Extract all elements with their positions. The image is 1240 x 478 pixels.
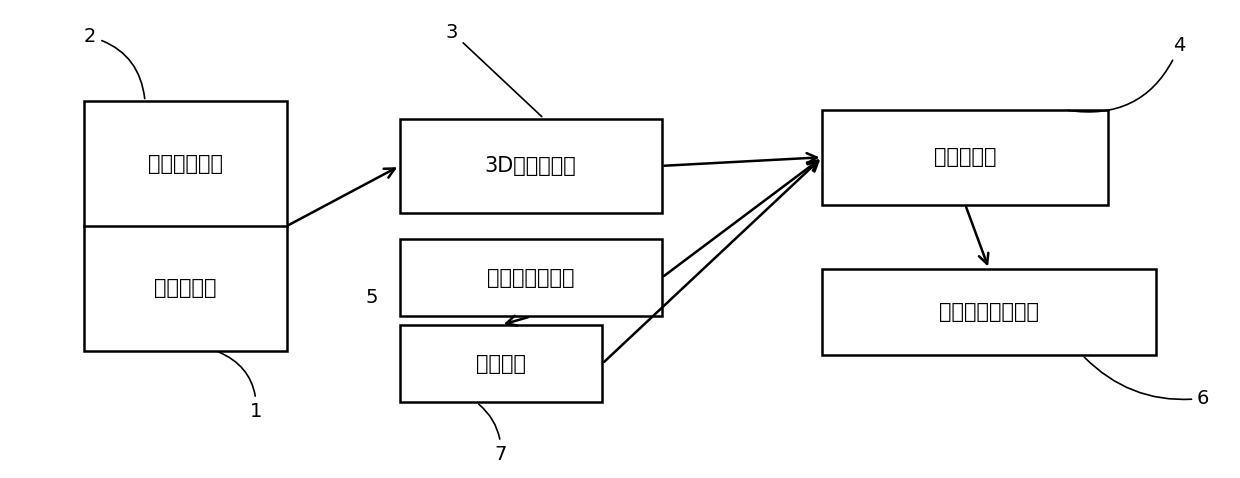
FancyBboxPatch shape <box>399 119 662 213</box>
Text: 3: 3 <box>446 23 542 117</box>
Text: 激光脉冲发射器: 激光脉冲发射器 <box>487 268 574 288</box>
Text: 7: 7 <box>479 404 507 464</box>
Text: 动物眼球标本: 动物眼球标本 <box>148 154 223 174</box>
FancyBboxPatch shape <box>399 325 603 402</box>
FancyBboxPatch shape <box>822 269 1156 355</box>
Text: 1: 1 <box>218 352 263 421</box>
Text: 4: 4 <box>1068 36 1185 112</box>
Text: 3D摄像显微镜: 3D摄像显微镜 <box>485 156 577 176</box>
Text: 6: 6 <box>1084 357 1209 408</box>
Text: 中央处理器: 中央处理器 <box>934 147 997 167</box>
FancyBboxPatch shape <box>399 239 662 316</box>
Text: 仿真手术台: 仿真手术台 <box>154 279 217 298</box>
Text: 混合现实显示终端: 混合现实显示终端 <box>939 302 1039 322</box>
Text: 手术工具: 手术工具 <box>476 354 526 374</box>
Text: 5: 5 <box>366 288 378 306</box>
FancyBboxPatch shape <box>84 101 286 351</box>
FancyBboxPatch shape <box>822 110 1109 205</box>
Text: 2: 2 <box>84 27 145 98</box>
